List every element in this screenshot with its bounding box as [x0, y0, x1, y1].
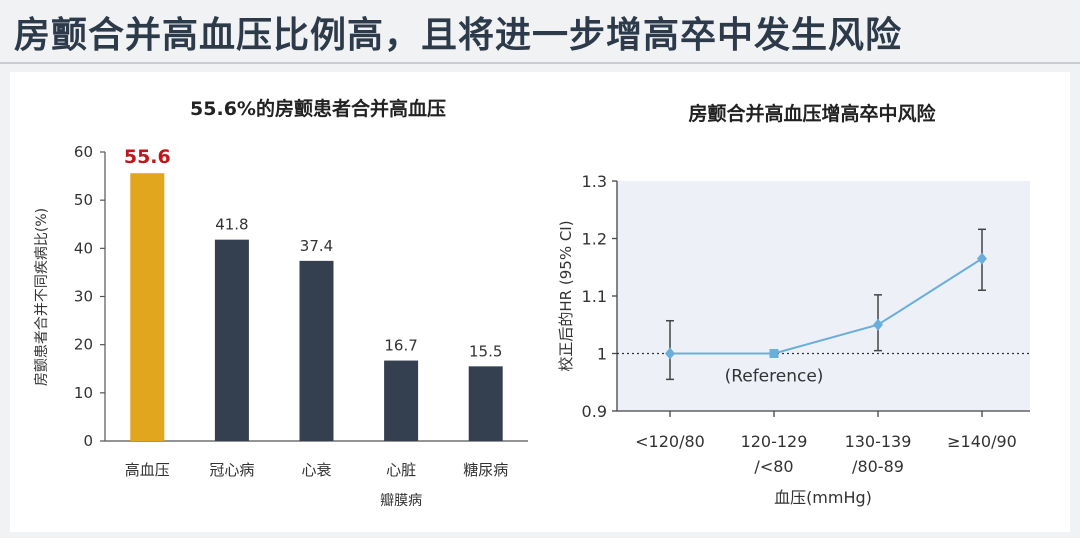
bar-3 — [299, 260, 334, 441]
line-chart-axes: 0.9 1 1.1 1.2 1.3 <120/80 120-129/<80 130-139/8… — [582, 172, 1030, 476]
line-chart-plot-area — [617, 181, 1030, 411]
page-title: 房颤合并高血压比例高，且将进一步增高卒中发生风险 — [14, 15, 903, 56]
hr-point — [873, 318, 883, 331]
bar-chart-y-tick-label: 60 — [74, 143, 93, 161]
hr-line-chart: 房颤合并高血压增高卒中风险 校正后的HR (95% CI) 血压(mmHg) 0… — [557, 102, 1030, 507]
line-chart-y-axis-label: 校正后的HR (95% CI) — [557, 220, 575, 371]
bar-chart: 55.6%的房颤患者合并高血压 房颤患者合并不同疾病比(%) 0 10 20 30 40… — [34, 97, 528, 509]
bar-category-label: 糖尿病 — [463, 461, 508, 479]
bar-5 — [468, 366, 503, 441]
bar-value-label: 15.5 — [469, 342, 502, 360]
line-chart-y-tick-label: 1.2 — [582, 230, 607, 249]
line-chart-y-tick-label: 1 — [597, 345, 607, 364]
bar-chart-axes: 0 10 20 30 40 50 60 — [74, 143, 528, 450]
reference-annotation: (Reference) — [725, 367, 824, 387]
line-chart-y-tick-label: 0.9 — [582, 402, 607, 421]
bar-category-sublabel: 瓣膜病 — [380, 493, 422, 509]
bar-1 — [130, 173, 165, 441]
bar-category-label: 高血压 — [125, 461, 170, 479]
line-chart-y-tick-label: 1.3 — [582, 172, 607, 191]
line-chart-x-tick-label: ≥140/90 — [947, 432, 1017, 451]
bar-chart-y-tick-label: 10 — [74, 384, 93, 402]
bar-value-label: 16.7 — [384, 337, 417, 355]
line-chart-x-tick-label: 130-139/80-89 — [845, 432, 912, 476]
line-chart-series: (Reference) — [617, 228, 1030, 387]
bar-chart-y-tick-label: 20 — [74, 336, 93, 354]
line-chart-y-tick-label: 1.1 — [582, 287, 607, 306]
bar-chart-title: 55.6%的房颤患者合并高血压 — [190, 97, 446, 120]
line-chart-x-tick-label: 120-129/<80 — [741, 432, 808, 476]
bar-chart-y-axis-label: 房颤患者合并不同疾病比(%) — [34, 208, 50, 386]
bar-value-label: 55.6 — [124, 146, 171, 168]
line-chart-x-axis-label: 血压(mmHg) — [774, 488, 872, 507]
bar-chart-y-tick-label: 50 — [74, 191, 93, 209]
bar-category-label: 心衰 — [301, 461, 331, 479]
title-divider — [0, 62, 1080, 64]
bar-4 — [384, 360, 419, 441]
hr-series-line — [670, 257, 983, 355]
bar-category-label: 冠心病 — [209, 461, 254, 479]
bar-chart-y-tick-label: 0 — [83, 432, 93, 450]
hr-point — [769, 349, 779, 358]
line-chart-title: 房颤合并高血压增高卒中风险 — [688, 102, 936, 125]
bar-value-label: 41.8 — [215, 216, 248, 234]
bar-value-label: 37.4 — [300, 237, 333, 255]
hr-point — [977, 252, 987, 265]
bar-category-label: 心脏 — [386, 461, 416, 479]
line-chart-x-tick-label: <120/80 — [635, 432, 705, 451]
bar-chart-y-tick-label: 30 — [74, 288, 93, 306]
bar-2 — [214, 239, 249, 441]
hr-point — [665, 347, 675, 360]
bar-chart-y-tick-label: 40 — [74, 239, 93, 257]
